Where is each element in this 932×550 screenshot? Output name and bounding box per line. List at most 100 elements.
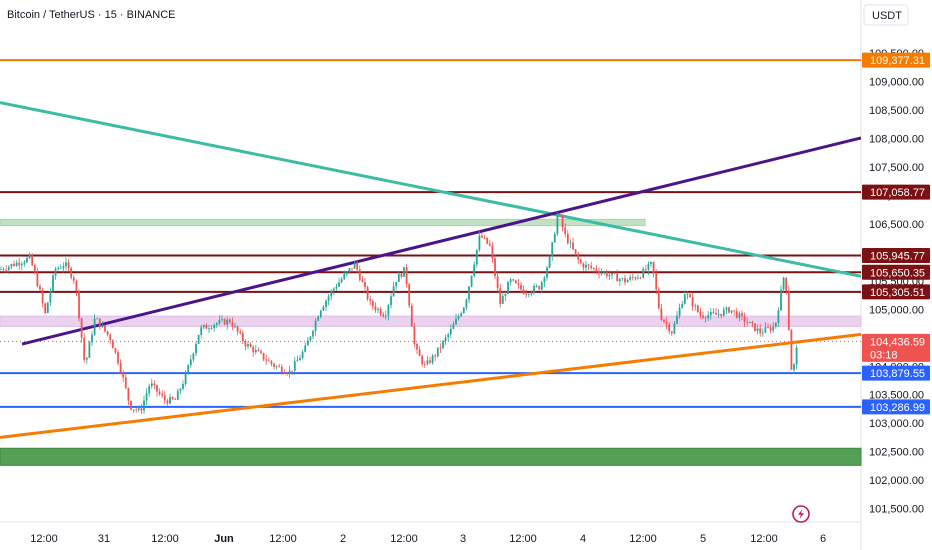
candle-body <box>395 281 398 287</box>
candle-body <box>33 265 36 273</box>
candle-body <box>163 395 166 401</box>
candle-body <box>585 264 587 268</box>
candle-body <box>678 307 681 316</box>
candle-body <box>486 237 489 244</box>
candle-body <box>637 277 639 279</box>
price-tag-1-label: 107,058.77 <box>870 187 925 199</box>
candle-body <box>717 313 720 315</box>
candle-body <box>699 311 702 316</box>
candle-body <box>221 319 223 321</box>
candle-body <box>468 286 470 300</box>
candle-body <box>0 269 2 270</box>
candle-body <box>408 284 411 306</box>
candle-body <box>319 310 322 317</box>
candle-body <box>26 258 28 263</box>
candle-body <box>249 344 252 347</box>
candle-body <box>182 384 184 389</box>
candle-body <box>535 286 538 287</box>
candle-body <box>28 254 31 259</box>
candle-body <box>145 393 148 401</box>
supply-zone <box>0 218 646 227</box>
candle-body <box>738 313 741 318</box>
candle-body <box>501 295 504 304</box>
candle-body <box>52 275 54 292</box>
candle-body <box>491 245 494 259</box>
candle-body <box>254 349 257 353</box>
candle-body <box>176 390 179 400</box>
candle-body <box>722 309 725 316</box>
lightning-icon[interactable] <box>792 505 810 523</box>
candle-body <box>595 268 598 272</box>
candle-body <box>746 322 749 323</box>
candle-body <box>465 299 468 308</box>
candle-body <box>309 336 312 341</box>
candle-body <box>80 318 83 338</box>
candle-body <box>582 263 585 268</box>
candle-body <box>291 370 294 372</box>
last-price-tag-label: 104,436.59 <box>870 336 925 348</box>
x-tick-label: 6 <box>820 533 826 545</box>
candle-body <box>387 305 390 316</box>
candle-body <box>101 325 104 328</box>
candle-body <box>46 302 49 314</box>
candle-body <box>223 319 226 325</box>
y-tick-label: 102,000.00 <box>869 475 924 487</box>
x-tick-label: 4 <box>580 533 586 545</box>
candle-body <box>262 352 265 360</box>
candle-body <box>569 242 572 244</box>
candle-body <box>631 277 634 278</box>
candle-body <box>683 294 686 305</box>
candle-body <box>494 258 496 277</box>
candle-body <box>234 326 236 328</box>
price-tag-3-bg <box>862 264 930 280</box>
candle-body <box>143 400 145 411</box>
candle-body <box>743 315 746 323</box>
candle-body <box>455 318 457 325</box>
candle-body <box>343 274 346 280</box>
x-tick-label: 12:00 <box>30 533 58 545</box>
candle-body <box>122 372 125 378</box>
candle-body <box>213 324 216 329</box>
candle-body <box>41 289 44 304</box>
currency-button[interactable] <box>863 4 909 26</box>
candle-body <box>132 409 135 411</box>
demand-zone <box>0 447 862 466</box>
descending-trendline[interactable] <box>0 101 862 278</box>
candle-body <box>696 305 699 312</box>
x-tick-label: 3 <box>460 533 466 545</box>
candle-body <box>733 310 736 312</box>
candle-body <box>353 262 356 269</box>
candle-body <box>514 280 517 284</box>
x-tick-label: 12:00 <box>509 533 537 545</box>
candle-body <box>189 359 192 366</box>
candle-body <box>423 364 426 365</box>
candle-body <box>715 312 717 315</box>
candle-body <box>270 360 273 364</box>
candle-body <box>644 268 647 270</box>
candle-body <box>512 279 515 281</box>
candle-body <box>416 343 418 350</box>
candle-body <box>200 327 203 335</box>
candle-body <box>257 349 260 352</box>
candle-body <box>361 279 364 283</box>
candle-body <box>192 353 195 360</box>
candle-body <box>296 360 299 362</box>
x-tick-label: 12:00 <box>750 533 778 545</box>
candle-body <box>730 310 733 313</box>
candle-body <box>10 264 13 267</box>
candle-body <box>127 387 130 401</box>
candle-body <box>83 337 86 360</box>
candle-body <box>579 259 582 264</box>
candle-body <box>130 400 132 410</box>
x-tick-label: Jun <box>214 533 234 545</box>
candle-body <box>538 286 541 290</box>
ascending-channel-top[interactable] <box>21 136 862 346</box>
candle-body <box>764 327 767 333</box>
candle-body <box>767 327 769 328</box>
candle-body <box>439 347 442 349</box>
y-tick-label: 108,500.00 <box>869 105 924 117</box>
candle-body <box>785 277 788 291</box>
candle-body <box>158 391 161 394</box>
ascending-support[interactable] <box>0 332 862 439</box>
